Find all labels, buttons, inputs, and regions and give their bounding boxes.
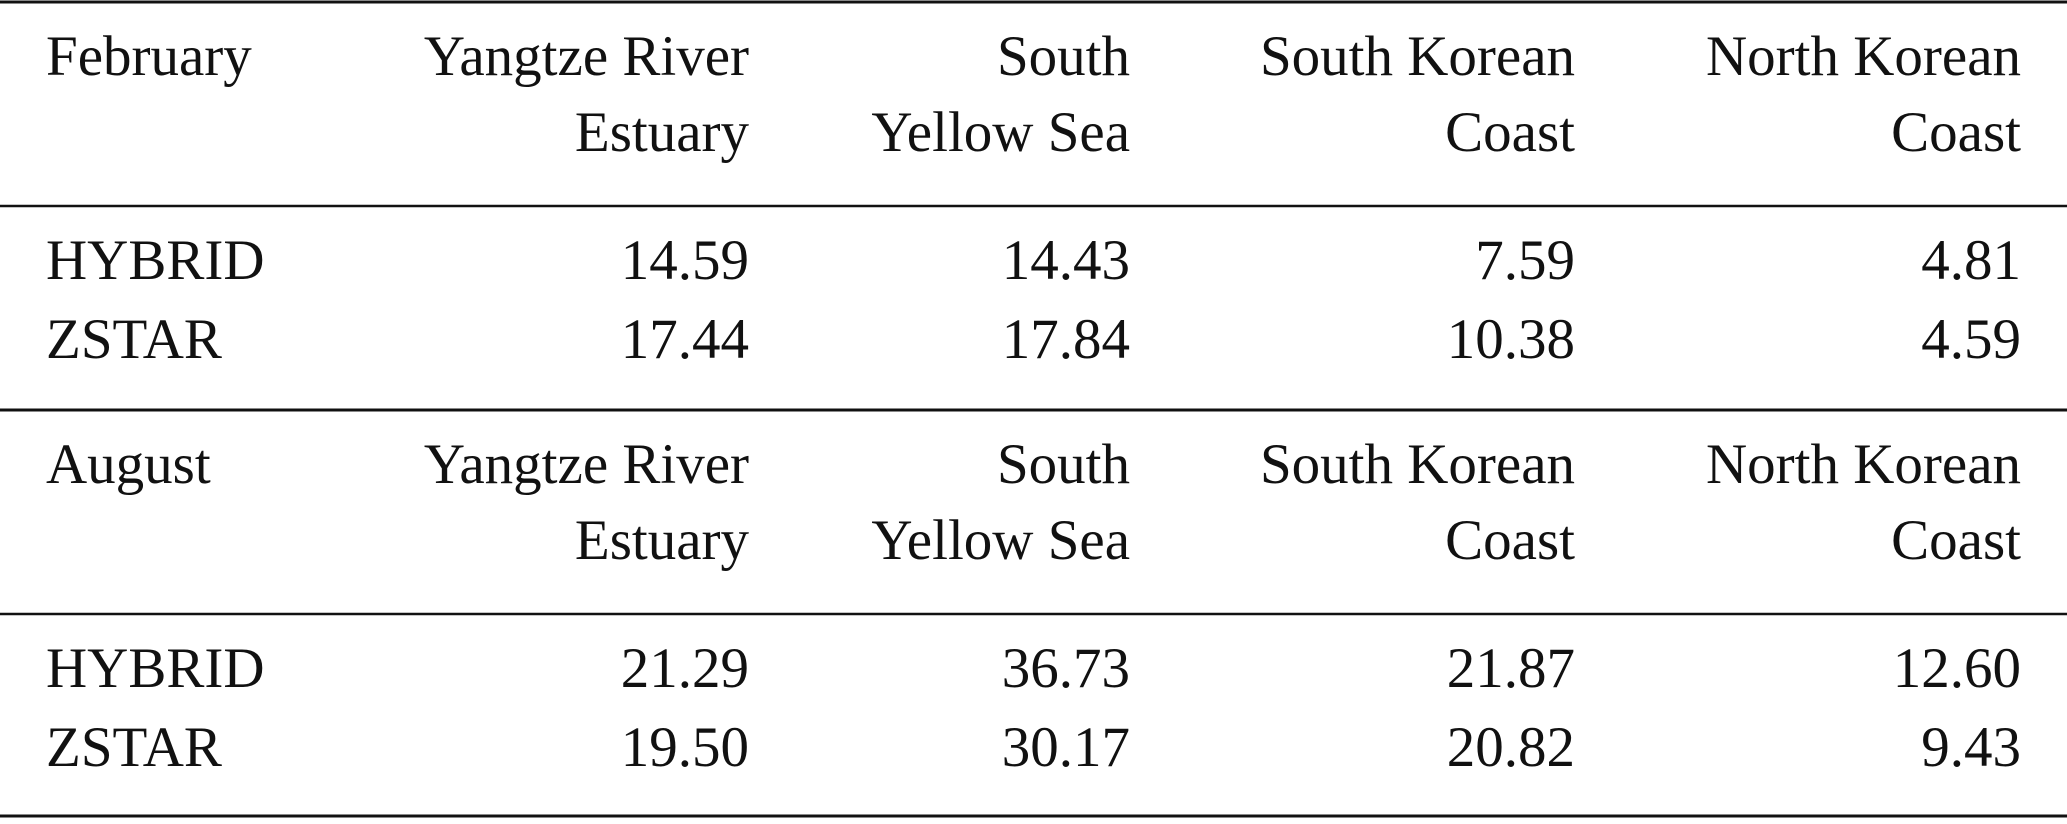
cell: ZSTAR xyxy=(46,716,222,779)
cell: 19.50 xyxy=(621,716,749,779)
cell: 20.82 xyxy=(1447,716,1575,779)
cell: 36.73 xyxy=(1002,637,1130,700)
header-cell: Yangtze River xyxy=(424,25,749,88)
header-cell: North Korean xyxy=(1706,25,2021,88)
header-cell: Yangtze River xyxy=(424,433,749,496)
cell: 10.38 xyxy=(1447,308,1575,371)
cell: 14.59 xyxy=(621,229,749,292)
cell: 21.29 xyxy=(621,637,749,700)
cell: 21.87 xyxy=(1447,637,1575,700)
cell: 17.84 xyxy=(1002,308,1130,371)
cell: 4.59 xyxy=(1921,308,2021,371)
header-cell: August xyxy=(46,433,211,496)
cell: 12.60 xyxy=(1893,637,2021,700)
header-cell: February xyxy=(46,25,252,88)
cell: 30.17 xyxy=(1002,716,1130,779)
header-cell: South Korean xyxy=(1260,25,1575,88)
header-cell: South xyxy=(997,433,1130,496)
header-cell: Estuary xyxy=(575,509,750,572)
header-cell: Estuary xyxy=(575,101,750,164)
header-cell: Coast xyxy=(1891,509,2021,572)
header-cell: North Korean xyxy=(1706,433,2021,496)
cell: HYBRID xyxy=(46,637,265,700)
cell: 17.44 xyxy=(621,308,749,371)
header-cell: Coast xyxy=(1445,509,1575,572)
header-cell: Coast xyxy=(1445,101,1575,164)
cell: HYBRID xyxy=(46,229,265,292)
cell: 9.43 xyxy=(1921,716,2021,779)
cell: ZSTAR xyxy=(46,308,222,371)
header-cell: Coast xyxy=(1891,101,2021,164)
cell: 4.81 xyxy=(1921,229,2021,292)
header-cell: South Korean xyxy=(1260,433,1575,496)
cell: 7.59 xyxy=(1475,229,1575,292)
header-cell: Yellow Sea xyxy=(871,509,1130,572)
header-cell: South xyxy=(997,25,1130,88)
header-cell: Yellow Sea xyxy=(871,101,1130,164)
cell: 14.43 xyxy=(1002,229,1130,292)
